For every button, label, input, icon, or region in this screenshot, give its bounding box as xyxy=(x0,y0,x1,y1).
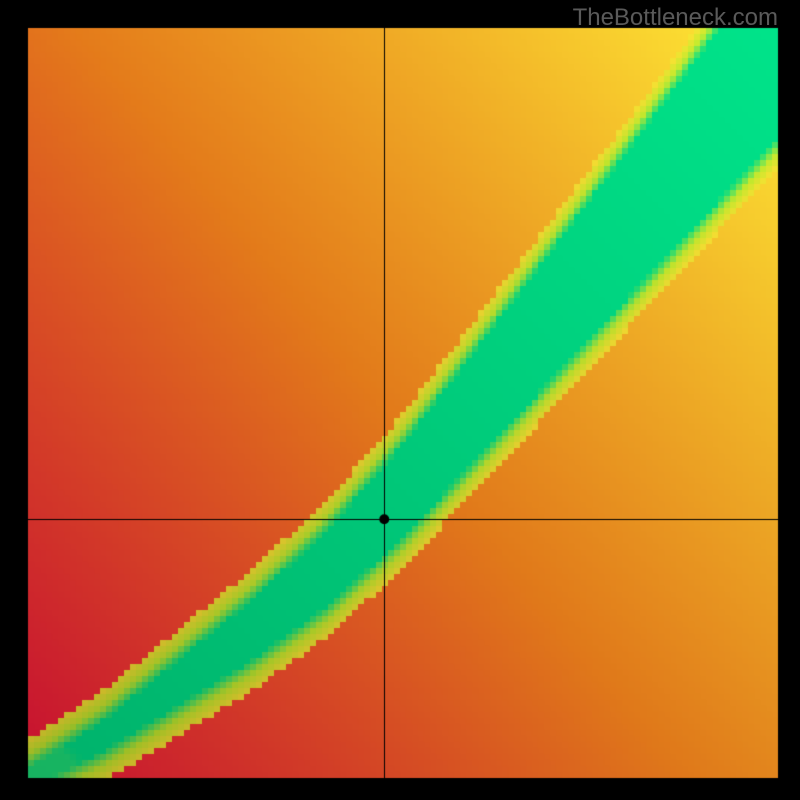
watermark-text: TheBottleneck.com xyxy=(573,4,778,32)
bottleneck-heatmap xyxy=(0,0,800,800)
chart-container: TheBottleneck.com xyxy=(0,0,800,800)
